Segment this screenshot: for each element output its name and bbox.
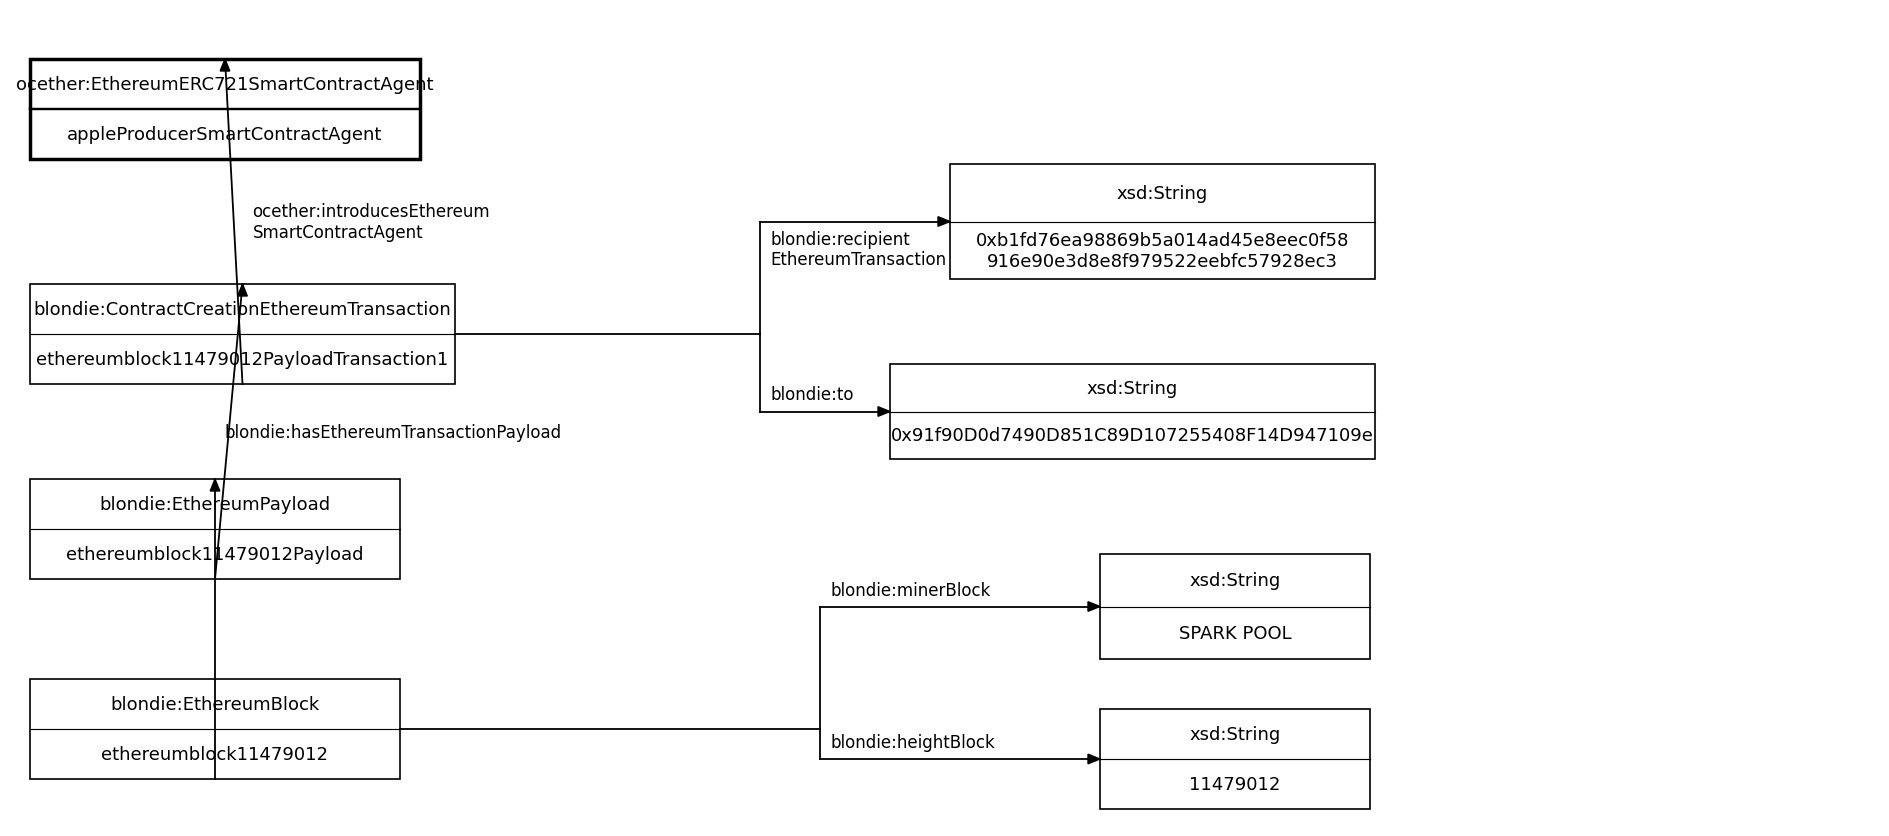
Text: blondie:heightBlock: blondie:heightBlock: [829, 733, 996, 751]
Text: ethereumblock11479012Payload: ethereumblock11479012Payload: [66, 545, 365, 563]
Polygon shape: [1088, 602, 1099, 612]
Polygon shape: [221, 60, 230, 72]
Polygon shape: [878, 407, 890, 417]
Polygon shape: [939, 217, 950, 227]
Polygon shape: [238, 285, 247, 297]
Text: xsd:String: xsd:String: [1190, 572, 1281, 589]
Text: blondie:hasEthereumTransactionPayload: blondie:hasEthereumTransactionPayload: [225, 423, 563, 441]
Text: 11479012: 11479012: [1190, 775, 1281, 793]
Polygon shape: [210, 479, 219, 492]
Bar: [890, 364, 1375, 460]
Bar: [950, 165, 1375, 280]
Text: ethereumblock11479012: ethereumblock11479012: [102, 745, 329, 763]
Bar: [30, 679, 400, 779]
Text: blondie:ContractCreationEthereumTransaction: blondie:ContractCreationEthereumTransact…: [34, 301, 451, 319]
Text: xsd:String: xsd:String: [1116, 185, 1209, 202]
Text: blondie:EthereumBlock: blondie:EthereumBlock: [110, 696, 319, 713]
Bar: [1099, 709, 1370, 809]
Text: blondie:recipient
EthereumTransaction: blondie:recipient EthereumTransaction: [771, 230, 946, 269]
Bar: [30, 479, 400, 579]
Bar: [30, 285, 455, 385]
Text: ocether:introducesEthereum
SmartContractAgent: ocether:introducesEthereum SmartContract…: [253, 203, 489, 242]
Text: blondie:minerBlock: blondie:minerBlock: [829, 581, 990, 599]
Text: appleProducerSmartContractAgent: appleProducerSmartContractAgent: [68, 126, 383, 144]
Text: ethereumblock11479012PayloadTransaction1: ethereumblock11479012PayloadTransaction1: [36, 350, 448, 369]
Text: xsd:String: xsd:String: [1190, 725, 1281, 743]
Text: 0xb1fd76ea98869b5a014ad45e8eec0f58
916e90e3d8e8f979522eebfc57928ec3: 0xb1fd76ea98869b5a014ad45e8eec0f58 916e9…: [977, 232, 1349, 270]
Text: blondie:to: blondie:to: [771, 386, 854, 404]
Text: ocether:EthereumERC721SmartContractAgent: ocether:EthereumERC721SmartContractAgent: [17, 76, 434, 94]
Polygon shape: [1088, 754, 1099, 764]
Text: blondie:EthereumPayload: blondie:EthereumPayload: [100, 496, 331, 513]
Text: 0x91f90D0d7490D851C89D107255408F14D947109e: 0x91f90D0d7490D851C89D107255408F14D94710…: [892, 426, 1373, 445]
Text: SPARK POOL: SPARK POOL: [1179, 624, 1292, 642]
Text: xsd:String: xsd:String: [1086, 380, 1179, 397]
Bar: [1099, 554, 1370, 660]
Bar: [30, 60, 419, 160]
